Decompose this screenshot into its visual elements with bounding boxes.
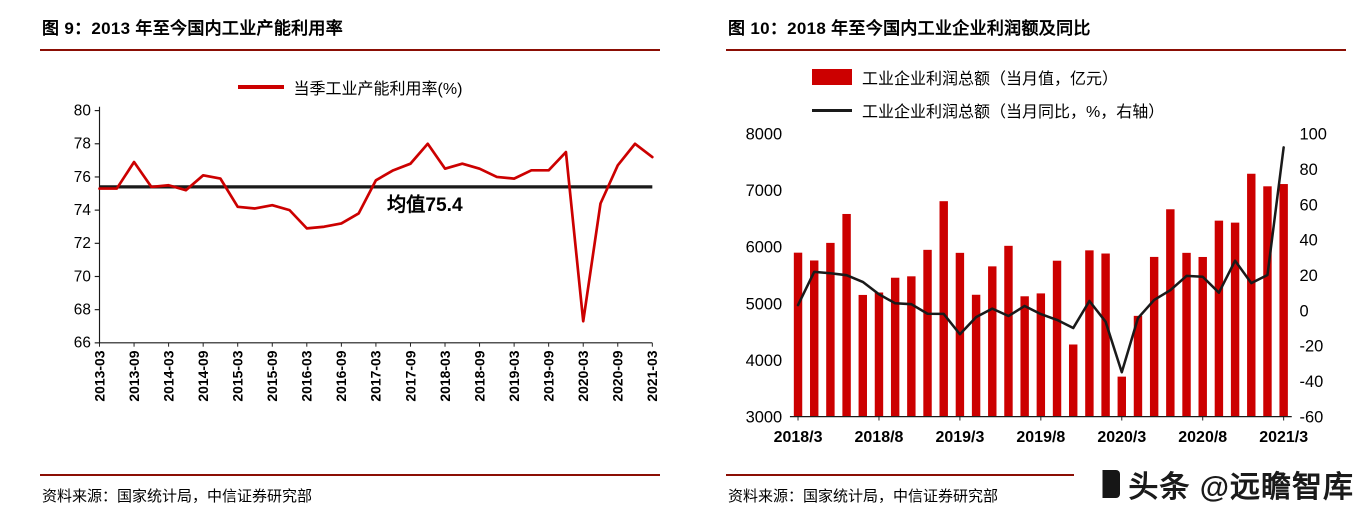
svg-text:2017-09: 2017-09 [402,350,418,401]
figure-10-legend: 工业企业利润总额（当月值，亿元） 工业企业利润总额（当月同比，%，右轴） [812,65,1346,122]
figure-10-title: 图 10：2018 年至今国内工业企业利润额及同比 [728,19,1091,38]
figure-10-legend-bar-label: 工业企业利润总额（当月值，亿元） [862,71,1119,88]
svg-text:2018/8: 2018/8 [855,429,904,446]
svg-text:2020-09: 2020-09 [610,350,626,401]
svg-text:74: 74 [74,202,92,219]
svg-text:78: 78 [74,136,91,153]
svg-text:6000: 6000 [746,239,783,257]
figure-10-source: 资料来源：国家统计局，中信证券研究部 [728,488,999,505]
svg-text:2013-03: 2013-03 [91,350,107,401]
industrial-profit-combo-chart: 3000 4000 5000 6000 7000 8000 -60 -40 -20 0 20 40 60… [746,126,1327,446]
red-line-legend-swatch [237,85,284,89]
svg-text:2015-03: 2015-03 [230,350,246,401]
capacity-utilization-line-chart: 66 68 70 72 74 76 78 80 2013-03 2013-09 2014-03 201… [74,102,660,401]
svg-text:-20: -20 [1300,338,1324,356]
svg-text:7000: 7000 [746,182,783,200]
watermark: 头条 @远瞻智库 [1074,456,1358,512]
svg-text:2017-03: 2017-03 [368,350,384,401]
black-line-legend-swatch [812,108,852,112]
svg-text:66: 66 [74,335,91,352]
svg-text:5000: 5000 [746,295,783,313]
svg-text:2018-09: 2018-09 [471,350,487,401]
figure-10-title-rule [726,49,1346,51]
figure-9-title: 图 9：2013 年至今国内工业产能利用率 [42,19,344,38]
watermark-text: 头条 @远瞻智库 [1128,471,1354,504]
figure-10-legend-line-row: 工业企业利润总额（当月同比，%，右轴） [812,98,1346,122]
svg-text:0: 0 [1300,302,1309,320]
svg-text:2020-03: 2020-03 [575,350,591,401]
figure-9-footer-rule [40,474,660,476]
svg-text:100: 100 [1300,126,1327,144]
toutiao-logo-fragment [1090,470,1121,498]
svg-text:2018-03: 2018-03 [437,350,453,401]
svg-text:2015-09: 2015-09 [264,350,280,401]
svg-text:2019/8: 2019/8 [1016,429,1065,446]
svg-text:2020/8: 2020/8 [1178,429,1227,446]
svg-text:2013-09: 2013-09 [126,350,142,401]
svg-text:2021-03: 2021-03 [644,350,660,401]
svg-text:2018/3: 2018/3 [774,429,823,446]
svg-text:2016-03: 2016-03 [299,350,315,401]
svg-text:68: 68 [74,301,91,318]
svg-text:-40: -40 [1300,373,1324,391]
svg-text:2016-09: 2016-09 [333,350,349,401]
svg-text:20: 20 [1300,267,1318,285]
svg-text:70: 70 [74,268,91,285]
svg-text:2019/3: 2019/3 [935,429,984,446]
svg-text:80: 80 [74,102,91,119]
svg-text:80: 80 [1300,161,1318,179]
figure-9-title-rule [40,49,660,51]
figure-9-legend-label: 当季工业产能利用率(%) [293,81,463,98]
svg-text:60: 60 [1300,196,1318,214]
svg-text:2014-09: 2014-09 [195,350,211,401]
figure-10-legend-line-label: 工业企业利润总额（当月同比，%，右轴） [862,104,1165,121]
svg-text:2021/3: 2021/3 [1259,429,1308,446]
figure-10-panel: 图 10：2018 年至今国内工业企业利润额及同比 工业企业利润总额（当月值，亿… [726,10,1346,516]
svg-text:-60: -60 [1300,408,1324,426]
svg-text:8000: 8000 [746,126,783,144]
svg-text:76: 76 [74,169,91,186]
svg-text:2020/3: 2020/3 [1097,429,1146,446]
svg-text:72: 72 [74,235,91,252]
figure-9-footer: 资料来源：国家统计局，中信证券研究部 [40,474,660,516]
svg-text:2014-03: 2014-03 [160,350,176,401]
figure-10-legend-bar-row: 工业企业利润总额（当月值，亿元） [812,65,1346,89]
svg-text:均值75.4: 均值75.4 [387,193,463,216]
svg-text:3000: 3000 [746,408,783,426]
red-bar-legend-swatch [812,69,852,85]
svg-text:2019-03: 2019-03 [506,350,522,401]
figure-10-footer: 资料来源：国家统计局，中信证券研究部 [726,474,1346,516]
svg-text:40: 40 [1300,232,1318,250]
figure-10-footer-rule [726,474,1346,476]
figure-9-panel: 图 9：2013 年至今国内工业产能利用率 当季工业产能利用率(%) 66 68 7… [40,10,660,516]
svg-text:4000: 4000 [746,352,783,370]
svg-text:2019-09: 2019-09 [540,350,556,401]
figure-9-source: 资料来源：国家统计局，中信证券研究部 [42,488,313,505]
figure-9-legend: 当季工业产能利用率(%) [40,75,660,99]
